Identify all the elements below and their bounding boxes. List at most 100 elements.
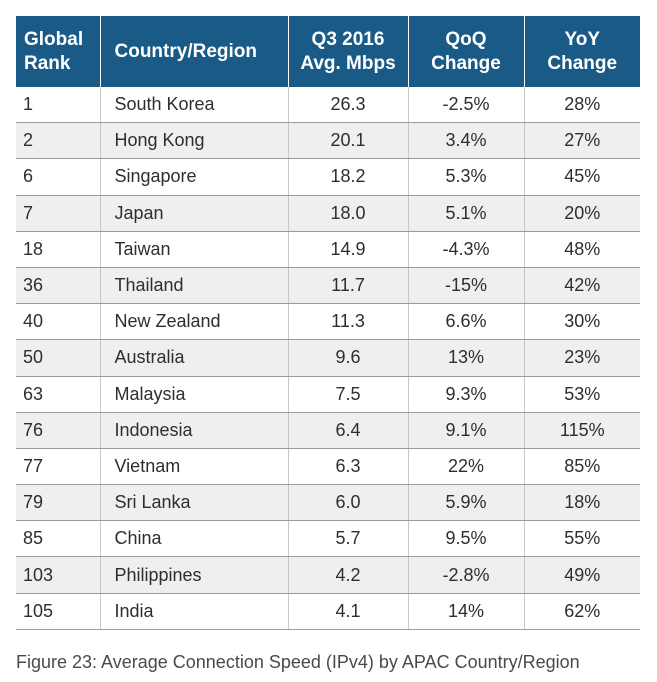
cell-rank: 50 — [16, 339, 101, 377]
header-yoy-line1: YoY — [564, 28, 601, 50]
cell-avg-mbps: 6.3 — [288, 448, 409, 486]
cell-yoy-change: 45% — [524, 158, 640, 196]
table-row: 6 Singapore 18.2 5.3% 45% — [16, 158, 640, 196]
cell-qoq-change: 14% — [408, 593, 525, 630]
cell-rank: 85 — [16, 520, 101, 558]
header-avg-mbps-line1: Q3 2016 — [311, 28, 385, 50]
cell-avg-mbps: 26.3 — [288, 87, 409, 124]
cell-rank: 77 — [16, 448, 101, 486]
cell-avg-mbps: 20.1 — [288, 122, 409, 160]
cell-country: Malaysia — [100, 376, 289, 413]
header-country-region: Country/Region — [100, 16, 289, 87]
cell-rank: 103 — [16, 556, 101, 594]
table-row: 77 Vietnam 6.3 22% 85% — [16, 448, 640, 486]
cell-rank: 1 — [16, 87, 101, 124]
cell-rank: 40 — [16, 303, 101, 341]
cell-yoy-change: 18% — [524, 484, 640, 522]
header-yoy-line2: Change — [547, 52, 618, 74]
cell-avg-mbps: 5.7 — [288, 520, 409, 558]
header-global-rank-line1: Global — [24, 28, 84, 50]
header-avg-mbps: Q3 2016 Avg. Mbps — [288, 16, 409, 87]
cell-yoy-change: 55% — [524, 520, 640, 558]
cell-qoq-change: 9.1% — [408, 412, 525, 449]
cell-country: New Zealand — [100, 303, 289, 341]
cell-yoy-change: 42% — [524, 267, 640, 305]
cell-country: China — [100, 520, 289, 558]
cell-yoy-change: 23% — [524, 339, 640, 377]
cell-avg-mbps: 4.2 — [288, 556, 409, 594]
speed-table-container: Global Rank Country/Region Q3 2016 Avg. … — [16, 16, 640, 630]
cell-yoy-change: 27% — [524, 122, 640, 160]
cell-country: Japan — [100, 195, 289, 232]
table-row: 50 Australia 9.6 13% 23% — [16, 339, 640, 377]
cell-qoq-change: 5.1% — [408, 195, 525, 232]
header-avg-mbps-line2: Avg. Mbps — [300, 52, 396, 74]
cell-qoq-change: 6.6% — [408, 303, 525, 341]
cell-avg-mbps: 11.7 — [288, 267, 409, 305]
header-row: Global Rank Country/Region Q3 2016 Avg. … — [16, 16, 640, 87]
cell-yoy-change: 85% — [524, 448, 640, 486]
cell-yoy-change: 62% — [524, 593, 640, 630]
cell-rank: 63 — [16, 376, 101, 413]
cell-country: Thailand — [100, 267, 289, 305]
cell-avg-mbps: 18.2 — [288, 158, 409, 196]
cell-avg-mbps: 9.6 — [288, 339, 409, 377]
cell-country: Vietnam — [100, 448, 289, 486]
cell-qoq-change: 5.3% — [408, 158, 525, 196]
cell-country: Hong Kong — [100, 122, 289, 160]
cell-rank: 36 — [16, 267, 101, 305]
header-qoq-change: QoQ Change — [408, 16, 525, 87]
cell-yoy-change: 49% — [524, 556, 640, 594]
cell-avg-mbps: 18.0 — [288, 195, 409, 232]
cell-yoy-change: 48% — [524, 231, 640, 268]
table-row: 76 Indonesia 6.4 9.1% 115% — [16, 412, 640, 449]
cell-avg-mbps: 4.1 — [288, 593, 409, 630]
cell-avg-mbps: 11.3 — [288, 303, 409, 341]
cell-yoy-change: 115% — [524, 412, 640, 449]
cell-country: Philippines — [100, 556, 289, 594]
cell-country: Sri Lanka — [100, 484, 289, 522]
cell-qoq-change: 9.5% — [408, 520, 525, 558]
cell-rank: 2 — [16, 122, 101, 160]
cell-qoq-change: -4.3% — [408, 231, 525, 268]
cell-qoq-change: -2.5% — [408, 87, 525, 124]
cell-avg-mbps: 7.5 — [288, 376, 409, 413]
cell-country: Australia — [100, 339, 289, 377]
cell-country: South Korea — [100, 87, 289, 124]
cell-avg-mbps: 6.0 — [288, 484, 409, 522]
table-body: 1 South Korea 26.3 -2.5% 28% 2 Hong Kong… — [16, 87, 640, 630]
table-row: 85 China 5.7 9.5% 55% — [16, 520, 640, 558]
cell-qoq-change: 9.3% — [408, 376, 525, 413]
cell-country: Singapore — [100, 158, 289, 196]
connection-speed-table: Global Rank Country/Region Q3 2016 Avg. … — [16, 16, 640, 630]
cell-avg-mbps: 14.9 — [288, 231, 409, 268]
table-row: 40 New Zealand 11.3 6.6% 30% — [16, 303, 640, 341]
figure-caption: Figure 23: Average Connection Speed (IPv… — [16, 652, 580, 672]
table-header: Global Rank Country/Region Q3 2016 Avg. … — [16, 16, 640, 87]
table-row: 63 Malaysia 7.5 9.3% 53% — [16, 376, 640, 413]
header-qoq-line1: QoQ — [445, 28, 487, 50]
table-row: 79 Sri Lanka 6.0 5.9% 18% — [16, 484, 640, 522]
table-row: 2 Hong Kong 20.1 3.4% 27% — [16, 122, 640, 160]
cell-qoq-change: 22% — [408, 448, 525, 486]
cell-avg-mbps: 6.4 — [288, 412, 409, 449]
cell-rank: 79 — [16, 484, 101, 522]
table-row: 36 Thailand 11.7 -15% 42% — [16, 267, 640, 305]
cell-rank: 7 — [16, 195, 101, 232]
cell-rank: 76 — [16, 412, 101, 449]
cell-yoy-change: 28% — [524, 87, 640, 124]
cell-yoy-change: 20% — [524, 195, 640, 232]
cell-qoq-change: -2.8% — [408, 556, 525, 594]
cell-qoq-change: 5.9% — [408, 484, 525, 522]
cell-yoy-change: 30% — [524, 303, 640, 341]
cell-rank: 18 — [16, 231, 101, 268]
cell-qoq-change: -15% — [408, 267, 525, 305]
cell-yoy-change: 53% — [524, 376, 640, 413]
table-row: 7 Japan 18.0 5.1% 20% — [16, 195, 640, 232]
header-global-rank: Global Rank — [16, 16, 101, 87]
table-row: 1 South Korea 26.3 -2.5% 28% — [16, 87, 640, 124]
cell-rank: 105 — [16, 593, 101, 630]
cell-qoq-change: 3.4% — [408, 122, 525, 160]
cell-country: India — [100, 593, 289, 630]
cell-rank: 6 — [16, 158, 101, 196]
